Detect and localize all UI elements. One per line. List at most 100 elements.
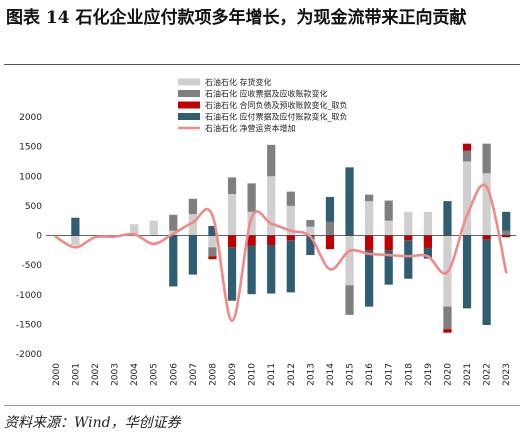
x-tick-label: 2023: [502, 363, 512, 386]
legend-label-payable: 石油石化 应付票据及应付账款变化_取负: [205, 112, 348, 122]
bar-inventory: [188, 214, 197, 236]
x-tick-label: 2000: [52, 363, 62, 386]
bar-inventory: [247, 211, 256, 236]
bar-inventory: [345, 235, 354, 286]
bar-contract: [404, 235, 413, 241]
x-tick-label: 2001: [71, 363, 81, 386]
x-tick-label: 2004: [130, 363, 140, 386]
bar-contract: [423, 235, 432, 248]
bar-inventory: [365, 201, 374, 236]
bar-payable: [443, 201, 452, 236]
x-tick-label: 2007: [189, 363, 199, 386]
bar-contract: [247, 235, 256, 246]
bar-receivable: [384, 200, 393, 221]
x-tick-label: 2020: [443, 363, 453, 386]
legend-label-contract: 石油石化 合同负债及预收账款变化_取负: [205, 100, 348, 110]
x-tick-label: 2003: [111, 363, 121, 386]
bar-payable: [502, 211, 511, 231]
bar-contract: [502, 235, 511, 238]
bar-payable: [286, 240, 295, 293]
legend-label-receivable: 石油石化 应收票据及应收账款变化: [205, 89, 328, 99]
bar-contract: [325, 235, 335, 250]
x-tick-label: 2017: [385, 363, 395, 386]
bar-receivable: [267, 144, 276, 177]
x-tick-label: 2016: [365, 363, 375, 386]
x-tick-label: 2006: [169, 363, 179, 386]
bar-contract: [462, 143, 472, 151]
bar-receivable: [502, 230, 511, 236]
y-tick-label: 1500: [19, 143, 42, 153]
legend-swatch-contract: [178, 101, 200, 109]
bar-inventory: [130, 224, 139, 236]
bar-receivable: [286, 191, 295, 206]
bar-inventory: [482, 173, 491, 236]
x-tick-label: 2015: [346, 363, 356, 386]
bar-payable: [423, 247, 432, 259]
x-tick-label: 2009: [228, 363, 238, 386]
bar-contract: [208, 256, 217, 260]
bar-inventory: [286, 205, 295, 236]
bar-inventory: [423, 211, 432, 236]
bar-payable: [247, 245, 256, 295]
bar-contract: [443, 329, 452, 333]
legend-label-line: 石油石化 净营运资本增加: [205, 123, 296, 133]
line-layer: [54, 183, 508, 323]
y-tick-label: 0: [36, 232, 42, 242]
y-axis: -2000 -1500 -1000 -500 0 500 1000 1500 2000: [16, 113, 42, 360]
bar-receivable: [345, 285, 354, 315]
bar-payable: [208, 226, 217, 236]
bar-inventory: [462, 161, 472, 236]
x-axis: 2000 2001 2002 2003 2004 2005 2006 2007 2008 2009…: [52, 363, 512, 386]
x-tick-label: 2002: [91, 363, 101, 386]
bar-receivable: [482, 143, 491, 174]
bar-receivable: [443, 306, 452, 330]
line-working-capital: [54, 183, 508, 323]
bar-contract: [286, 235, 295, 241]
bar-receivable: [169, 214, 178, 231]
bar-payable: [325, 196, 335, 222]
bar-payable: [365, 250, 374, 307]
bar-layer: [71, 143, 511, 333]
bar-receivable: [208, 247, 217, 257]
bar-inventory: [404, 211, 413, 236]
x-tick-label: 2005: [150, 363, 160, 386]
bar-payable: [169, 235, 178, 287]
x-tick-label: 2011: [267, 363, 277, 386]
bar-payable: [384, 250, 393, 285]
y-tick-label: 2000: [19, 113, 42, 123]
bar-payable: [71, 217, 80, 236]
bar-receivable: [188, 198, 197, 215]
bar-payable: [188, 235, 197, 275]
legend-swatch-payable: [178, 113, 200, 120]
bar-receivable: [462, 150, 472, 162]
bar-inventory: [208, 235, 217, 248]
bar-payable: [306, 236, 315, 256]
x-tick-label: 2019: [424, 363, 434, 386]
bar-payable: [227, 247, 237, 301]
y-tick-label: -1000: [16, 291, 42, 301]
legend-swatch-receivable: [178, 90, 200, 97]
x-tick-label: 2012: [287, 363, 297, 386]
bar-receivable: [306, 220, 315, 227]
x-tick-label: 2018: [404, 363, 414, 386]
x-tick-label: 2008: [208, 363, 218, 386]
x-tick-label: 2013: [306, 363, 316, 386]
bar-contract: [384, 235, 393, 251]
x-tick-label: 2021: [463, 363, 473, 386]
bar-payable: [462, 235, 472, 309]
bar-receivable: [325, 221, 335, 236]
bar-inventory: [267, 176, 276, 236]
bar-payable: [404, 240, 413, 279]
bar-receivable: [227, 177, 237, 195]
bar-receivable: [365, 194, 374, 202]
legend-swatch-inventory: [178, 78, 200, 86]
bar-inventory: [384, 220, 393, 236]
bar-inventory: [149, 220, 158, 236]
y-tick-label: -2000: [16, 350, 42, 360]
bar-inventory: [71, 235, 80, 245]
bar-payable: [267, 244, 276, 294]
bar-contract: [227, 235, 237, 248]
bar-inventory: [227, 194, 237, 236]
